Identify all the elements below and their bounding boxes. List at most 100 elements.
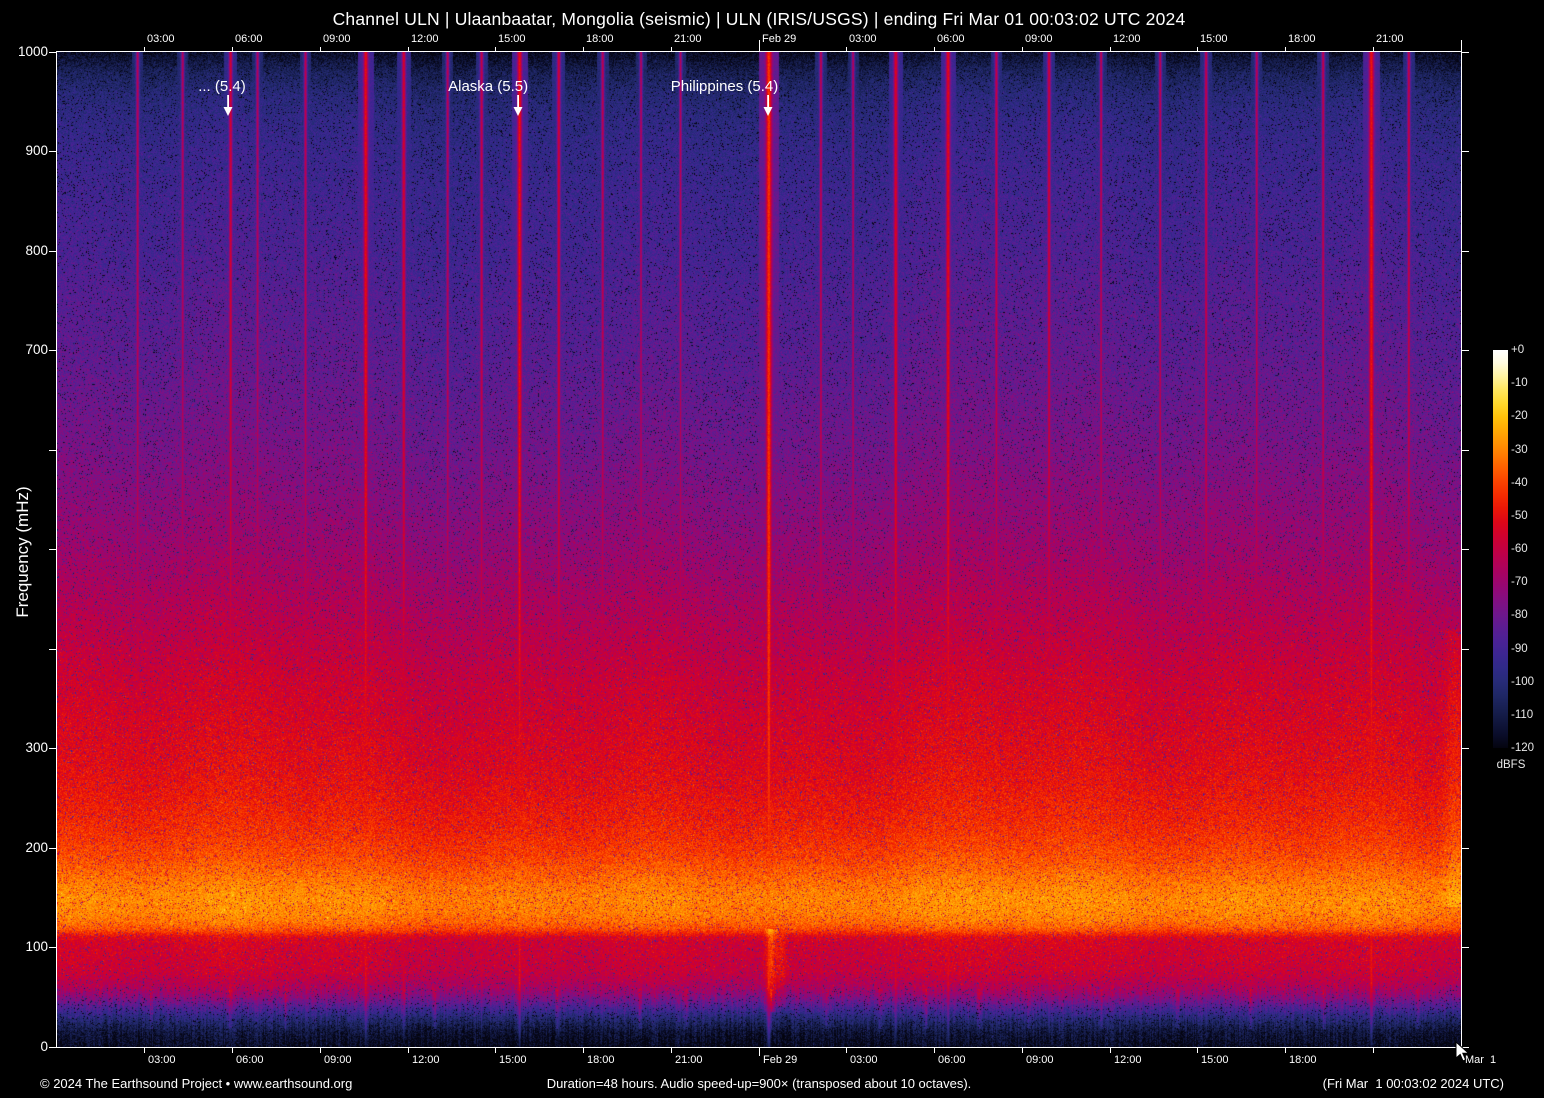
event-annotation-label: Philippines (5.4)	[670, 78, 779, 95]
freq-tick-left	[49, 151, 57, 152]
freq-tick-left	[49, 450, 57, 451]
time-tick-label-top: 09:00	[1025, 33, 1053, 45]
time-tick-label-top: 21:00	[674, 33, 702, 45]
freq-tick-left	[49, 549, 57, 550]
freq-tick-right	[1462, 947, 1469, 948]
time-tick-label-top: 06:00	[937, 33, 965, 45]
time-tick-label-top: 12:00	[411, 33, 439, 45]
freq-tick-left	[49, 52, 57, 53]
time-tick-label-top: 03:00	[849, 33, 877, 45]
time-tick-label-bottom: 09:00	[1026, 1054, 1054, 1066]
time-tick-label-bottom: 15:00	[1201, 1054, 1229, 1066]
time-tick-label-bottom: Mar 1	[1465, 1054, 1497, 1066]
time-tick-label-top: 12:00	[1113, 33, 1141, 45]
freq-tick-left	[49, 748, 57, 749]
colorbar-tick-label: -50	[1511, 509, 1528, 522]
freq-tick-left	[49, 251, 57, 252]
freq-tick-label: 0	[40, 1039, 48, 1054]
y-axis-title: Frequency (mHz)	[13, 486, 32, 618]
freq-tick-right	[1462, 1047, 1469, 1048]
time-tick-bottom	[232, 1048, 233, 1053]
freq-tick-label: 700	[25, 342, 48, 357]
freq-tick-left	[49, 649, 57, 650]
time-tick-top	[1110, 47, 1111, 52]
freq-tick-right	[1462, 350, 1469, 351]
freq-tick-right	[1462, 151, 1469, 152]
event-arrow-icon	[223, 95, 233, 116]
time-tick-label-top: 06:00	[235, 33, 263, 45]
time-tick-label-bottom: 12:00	[412, 1054, 440, 1066]
event-arrow-icon	[513, 95, 523, 116]
colorbar-tick-label: -90	[1511, 642, 1528, 655]
time-tick-label-bottom: 09:00	[324, 1054, 352, 1066]
time-tick-bottom	[671, 1048, 672, 1053]
time-tick-top	[1285, 47, 1286, 52]
time-tick-bottom	[759, 1048, 760, 1056]
time-tick-label-top: 18:00	[1288, 33, 1316, 45]
freq-tick-left	[49, 1047, 57, 1048]
freq-tick-right	[1462, 450, 1469, 451]
colorbar-tick-label: -70	[1511, 576, 1528, 589]
time-tick-label-bottom: 12:00	[1114, 1054, 1142, 1066]
colorbar-tick-label: +0	[1511, 344, 1525, 356]
time-tick-top	[1373, 47, 1374, 52]
freq-tick-label: 1000	[17, 44, 48, 59]
time-tick-label-bottom: Feb 29	[763, 1054, 798, 1066]
time-tick-top	[232, 47, 233, 52]
freq-tick-label: 900	[25, 143, 48, 158]
time-tick-bottom	[1285, 1048, 1286, 1053]
colorbar-tick-label: -120	[1511, 742, 1535, 754]
freq-tick-right	[1462, 649, 1469, 650]
time-tick-label-top: 21:00	[1376, 33, 1404, 45]
time-tick-label-bottom: 21:00	[675, 1054, 703, 1066]
time-tick-top	[759, 40, 760, 52]
time-tick-top	[934, 47, 935, 52]
freq-tick-right	[1462, 549, 1469, 550]
freq-tick-label: 800	[25, 243, 48, 258]
time-tick-label-bottom: 06:00	[938, 1054, 966, 1066]
time-tick-label-bottom: 15:00	[499, 1054, 527, 1066]
colorbar-tick-label: -40	[1511, 476, 1528, 489]
time-tick-label-top: 15:00	[498, 33, 526, 45]
time-tick-bottom	[934, 1048, 935, 1053]
time-tick-label-top: 03:00	[147, 33, 175, 45]
freq-tick-label: 300	[25, 740, 48, 755]
time-tick-label-top: 15:00	[1200, 33, 1228, 45]
freq-tick-right	[1462, 52, 1469, 53]
colorbar-tick-label: -20	[1511, 410, 1528, 423]
page-title: Channel ULN | Ulaanbaatar, Mongolia (sei…	[332, 9, 1186, 29]
time-tick-top	[144, 47, 145, 52]
spectrogram-canvas	[57, 52, 1461, 1047]
time-tick-bottom	[1373, 1048, 1374, 1053]
time-tick-bottom	[495, 1048, 496, 1053]
event-annotation-label: ... (5.4)	[198, 78, 246, 95]
time-tick-label-top: Feb 29	[762, 33, 797, 45]
time-tick-top	[408, 47, 409, 52]
colorbar-tick-label: -100	[1511, 675, 1535, 688]
colorbar-gradient	[1493, 350, 1508, 748]
time-tick-bottom	[320, 1048, 321, 1053]
colorbar-tick-label: -10	[1511, 377, 1528, 390]
time-tick-label-top: 18:00	[586, 33, 614, 45]
time-tick-label-bottom: 06:00	[236, 1054, 264, 1066]
footer-copyright: © 2024 The Earthsound Project • www.eart…	[40, 1076, 353, 1091]
time-tick-top	[671, 47, 672, 52]
time-tick-bottom	[1197, 1048, 1198, 1053]
freq-tick-right	[1462, 848, 1469, 849]
freq-tick-label: 100	[25, 939, 48, 954]
time-tick-label-bottom: 03:00	[850, 1054, 878, 1066]
freq-tick-left	[49, 350, 57, 351]
colorbar-tick-label: -110	[1511, 708, 1534, 721]
footer-end-time: (Fri Mar 1 00:03:02 2024 UTC)	[1322, 1076, 1504, 1091]
time-tick-top	[583, 47, 584, 52]
freq-tick-left	[49, 848, 57, 849]
time-tick-bottom	[144, 1048, 145, 1053]
event-arrow-icon	[763, 95, 773, 116]
time-tick-top	[846, 47, 847, 52]
time-tick-label-bottom: 18:00	[1289, 1054, 1317, 1066]
freq-tick-label: 200	[25, 840, 48, 855]
time-tick-top	[495, 47, 496, 52]
time-tick-bottom	[1022, 1048, 1023, 1053]
time-tick-bottom	[408, 1048, 409, 1053]
